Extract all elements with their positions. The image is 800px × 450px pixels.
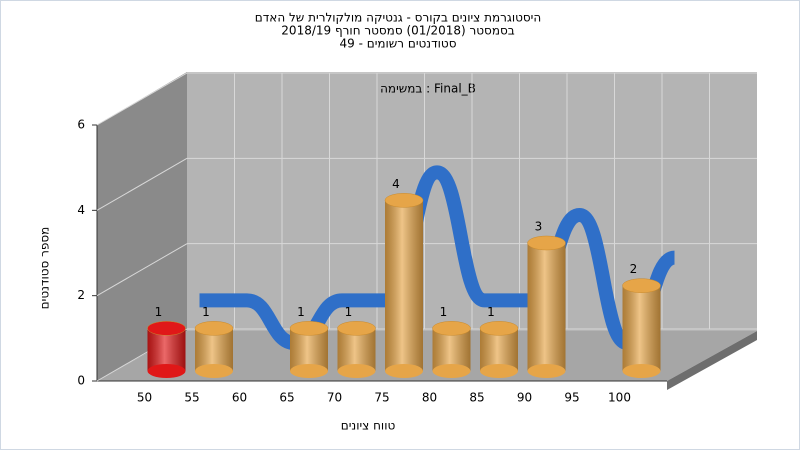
y-tick-label: 2 [77,288,85,302]
x-tick-label: 80 [422,391,437,405]
value-label: 4 [392,177,400,191]
value-label: 1 [202,305,210,319]
value-label: 1 [297,305,305,319]
value-label: 1 [487,305,495,319]
x-tick-label: 75 [374,391,389,405]
bar-top [337,321,376,336]
annotation: במשימה : Final_B [380,82,476,96]
bar-bottom [432,364,471,378]
bar-top [527,235,566,251]
x-tick-label: 85 [469,391,484,405]
bar-bottom [385,364,423,378]
grid-line [96,157,188,211]
bar [194,321,234,378]
bar-top [147,321,186,336]
bar-bottom [195,364,233,378]
title-line: סטודנטים רשומים - 49 [339,37,456,51]
bar [289,321,329,378]
title-line: בסמסטר (01/2018) סמסטר חורף 2018/19 [281,24,514,38]
y-tick-label: 0 [77,374,85,388]
x-tick-label: 60 [232,391,247,405]
title: היסטוגרמת ציונים בקורס - גנטיקה מולקולרי… [255,11,541,51]
y-axis-label: מספר סטודנטים [38,227,52,310]
left-wall [97,72,187,381]
bar-bottom [527,364,566,378]
x-tick-label: 50 [137,391,152,405]
bar [527,235,566,378]
bar-shade [527,243,566,371]
bar-top [194,321,234,336]
value-label: 1 [155,305,163,319]
x-tick-label: 95 [564,391,579,405]
floor [97,331,757,381]
bar [432,321,471,378]
bar [147,321,186,378]
bar-top [432,321,471,336]
x-tick-label: 90 [517,391,532,405]
x-tick-label: 100 [608,391,631,405]
bar [337,321,376,378]
bar-top [479,321,519,336]
bar [384,193,424,378]
bar-bottom [290,364,328,378]
x-tick-label: 70 [327,391,342,405]
title-line: היסטוגרמת ציונים בקורס - גנטיקה מולקולרי… [255,11,541,25]
y-tick-label: 4 [77,203,85,217]
bar [622,278,661,378]
floor-edge [667,331,757,390]
y-tick-label: 6 [77,118,85,132]
bar-bottom [147,364,186,378]
bar-shade [385,200,423,371]
bar-bottom [337,364,376,378]
grid-line [96,72,188,126]
value-label: 2 [630,262,638,276]
grid-line [96,243,188,297]
bar-bottom [622,364,661,378]
value-label: 1 [440,305,448,319]
x-tick-label: 55 [184,391,199,405]
bar-shade [622,285,661,371]
value-label: 1 [345,305,353,319]
x-axis-label: טווח ציונים [341,419,396,433]
bar-top [622,278,661,293]
bar [479,321,519,378]
bar-top [384,193,424,208]
value-label: 3 [535,220,543,234]
x-tick-label: 65 [279,391,294,405]
bar-bottom [480,364,518,378]
bar-top [289,321,329,336]
